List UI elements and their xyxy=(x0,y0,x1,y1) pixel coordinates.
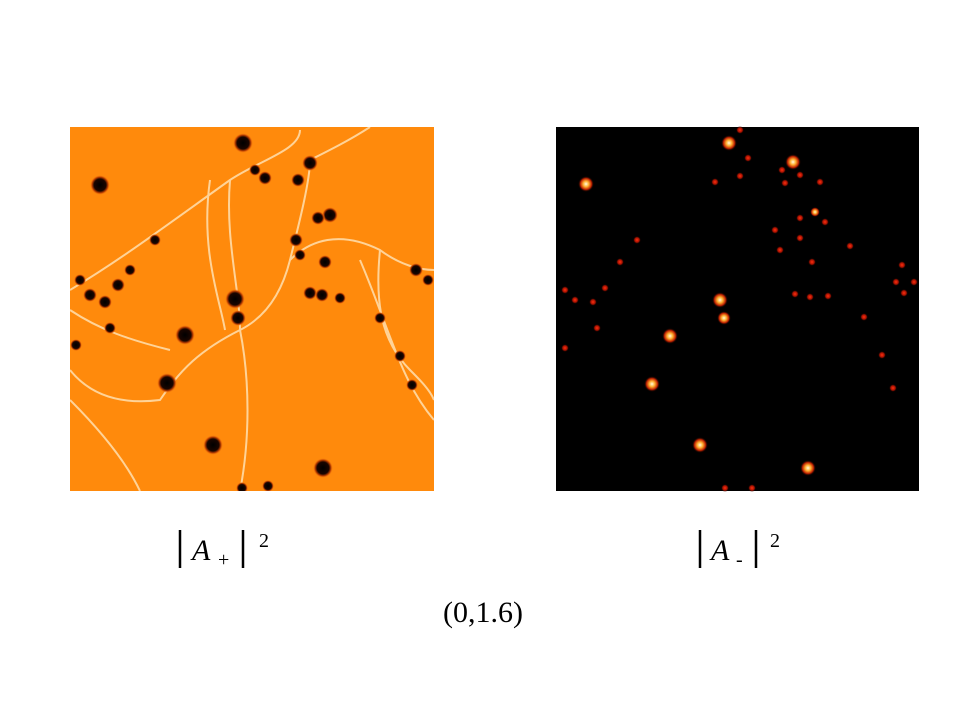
label-minus: A - 2 xyxy=(698,530,780,571)
symbol: A xyxy=(709,534,730,567)
superscript: 2 xyxy=(770,530,780,552)
caption: (0,1.6) xyxy=(443,596,523,629)
field-image-minus xyxy=(556,126,919,492)
symbol: A xyxy=(190,534,211,567)
subscript: + xyxy=(218,549,229,571)
label-plus: A + 2 xyxy=(178,530,269,571)
field-image-plus xyxy=(70,127,434,491)
subscript: - xyxy=(736,549,743,571)
superscript: 2 xyxy=(259,530,269,552)
